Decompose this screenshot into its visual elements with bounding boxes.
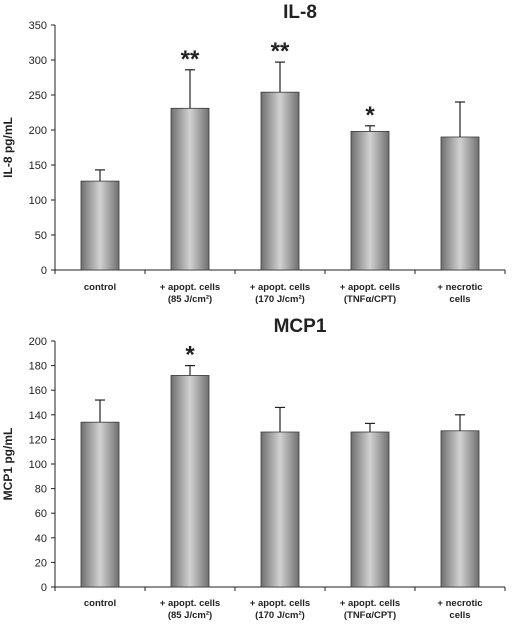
y-tick-label: 120	[29, 434, 47, 446]
bar	[80, 180, 120, 271]
category-label: + apopt. cells	[250, 282, 310, 293]
y-axis-label: MCP1 pg/mL	[1, 428, 15, 501]
significance-marker: *	[365, 102, 375, 129]
category-label: (170 J/cm²)	[255, 610, 305, 621]
y-tick-label: 150	[29, 160, 47, 172]
category-label: + necrotic	[437, 598, 482, 609]
bar	[170, 375, 210, 588]
category-label: cells	[449, 610, 470, 621]
category-label: + apopt. cells	[160, 282, 220, 293]
category-label: cells	[449, 294, 470, 305]
y-tick-label: 0	[41, 582, 47, 594]
category-label: control	[84, 598, 116, 609]
y-tick-label: 80	[35, 484, 47, 496]
category-label: (TNFα/CPT)	[344, 294, 396, 305]
significance-marker: **	[181, 46, 200, 73]
category-label: + apopt. cells	[250, 598, 310, 609]
y-tick-label: 200	[29, 125, 47, 137]
bar	[440, 136, 480, 271]
y-tick-label: 300	[29, 55, 47, 67]
category-label: + apopt. cells	[340, 282, 400, 293]
significance-marker: *	[185, 342, 195, 369]
bar	[260, 431, 300, 588]
chart-title: IL-8	[283, 2, 317, 23]
bar	[170, 107, 210, 271]
category-label: (170 J/cm²)	[255, 294, 305, 305]
y-tick-label: 0	[41, 265, 47, 277]
il8-chart: IL-8 IL-8 pg/mL 0 50 100 150 200 250 300 350 contr…	[1, 2, 506, 305]
bar	[350, 130, 390, 271]
y-tick-label: 100	[29, 459, 47, 471]
y-tick-label: 350	[29, 20, 47, 32]
category-label: (TNFα/CPT)	[344, 610, 396, 621]
y-axis-label: IL-8 pg/mL	[1, 117, 15, 178]
y-tick-label: 60	[35, 508, 47, 520]
bar	[80, 421, 120, 588]
y-tick-label: 180	[29, 361, 47, 373]
y-tick-label: 200	[29, 336, 47, 348]
y-tick-label: 20	[35, 557, 47, 569]
category-label: (85 J/cm²)	[168, 294, 212, 305]
y-tick-label: 250	[29, 90, 47, 102]
category-label: (85 J/cm²)	[168, 610, 212, 621]
y-tick-label: 100	[29, 195, 47, 207]
category-label: + necrotic	[437, 282, 482, 293]
bar	[440, 430, 480, 588]
mcp1-chart: MCP1 MCP1 pg/mL 0 20 40 60 80 100 120 140 160 180 20…	[1, 316, 506, 621]
bar	[260, 91, 300, 271]
chart-title: MCP1	[274, 316, 327, 337]
category-label: control	[84, 282, 116, 293]
bar	[350, 431, 390, 588]
y-tick-label: 40	[35, 533, 47, 545]
significance-marker: **	[271, 38, 290, 65]
category-label: + apopt. cells	[160, 598, 220, 609]
category-label: + apopt. cells	[340, 598, 400, 609]
y-tick-label: 140	[29, 410, 47, 422]
y-tick-label: 160	[29, 385, 47, 397]
y-tick-label: 50	[35, 230, 47, 242]
